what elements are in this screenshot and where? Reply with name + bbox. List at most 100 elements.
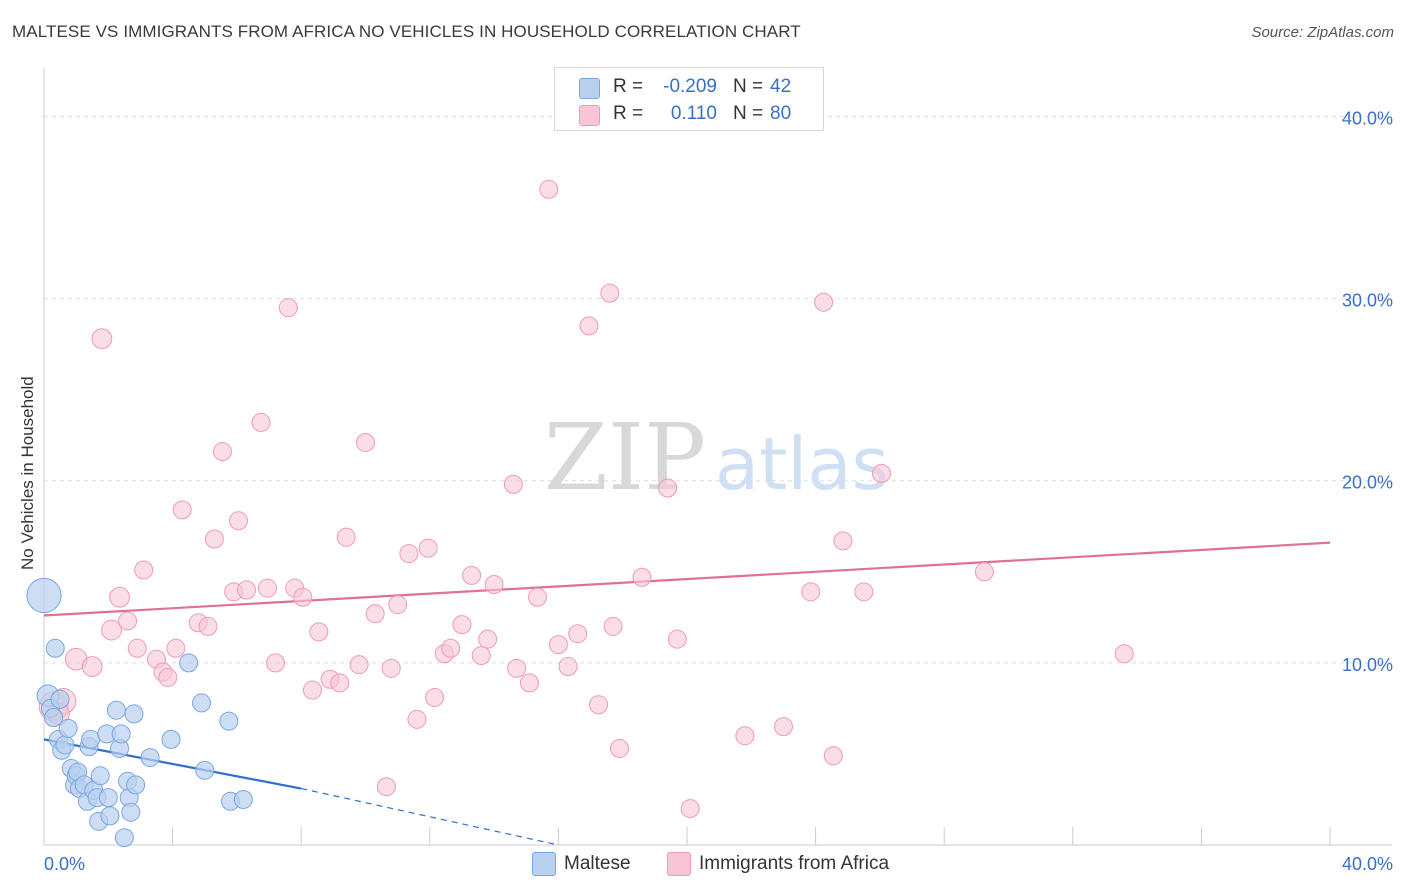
r-value: -0.209 — [663, 76, 717, 97]
africa-point — [503, 474, 523, 494]
maltese-point — [100, 806, 120, 826]
africa-point — [229, 511, 249, 531]
africa-point — [118, 611, 138, 631]
maltese-point — [50, 689, 70, 709]
africa-point — [134, 560, 154, 580]
africa-point — [388, 595, 408, 615]
r-value: 0.110 — [670, 103, 717, 124]
africa-point — [773, 717, 793, 737]
africa-point — [381, 658, 401, 678]
africa-point — [425, 687, 445, 707]
watermark-zip: ZIP — [544, 404, 706, 511]
africa-point — [309, 622, 329, 642]
n-value: 80 — [770, 103, 792, 124]
labels-layer: 10.0% 20.0% 30.0% 40.0% 0.0% 40.0% — [44, 108, 1393, 874]
africa-point — [539, 179, 559, 199]
maltese-point — [58, 718, 78, 738]
y-tick-label: 30.0% — [1342, 291, 1393, 311]
africa-swatch — [579, 105, 600, 126]
africa-point — [528, 587, 548, 607]
legend-row-maltese: R = -0.209 N = 42 — [555, 74, 823, 100]
africa-point — [974, 562, 994, 582]
maltese-point — [98, 788, 118, 808]
maltese-point — [195, 760, 215, 780]
africa-point — [507, 658, 527, 678]
y-axis-label: No Vehicles in Household — [18, 376, 37, 570]
africa-point — [166, 638, 186, 658]
maltese-swatch — [579, 78, 600, 99]
africa-point — [609, 738, 629, 758]
maltese-point — [111, 724, 131, 744]
maltese-point — [140, 748, 160, 768]
africa-point — [399, 544, 419, 564]
watermark-atlas: atlas — [715, 422, 889, 506]
africa-point — [658, 478, 678, 498]
africa-point — [257, 578, 277, 598]
watermark: ZIP atlas — [544, 404, 889, 511]
maltese-point — [81, 729, 101, 749]
maltese-point — [106, 700, 126, 720]
n-label: N = — [733, 76, 764, 97]
africa-point — [365, 604, 385, 624]
y-tick-label: 40.0% — [1342, 108, 1393, 128]
africa-point — [127, 638, 147, 658]
africa-point — [91, 328, 113, 350]
chart-title: MALTESE VS IMMIGRANTS FROM AFRICA NO VEH… — [12, 22, 801, 41]
africa-point — [204, 529, 224, 549]
africa-point — [801, 582, 821, 602]
africa-point — [600, 283, 620, 303]
africa-point — [589, 695, 609, 715]
africa-point — [471, 646, 491, 666]
africa-point — [356, 432, 375, 452]
maltese-point — [121, 802, 141, 822]
africa-point — [814, 292, 834, 312]
africa-point — [441, 638, 461, 658]
y-tick-label: 20.0% — [1342, 473, 1393, 493]
africa-point — [198, 616, 218, 636]
africa-point — [251, 412, 271, 432]
n-label: N = — [733, 103, 764, 124]
africa-point — [735, 726, 755, 746]
africa-point — [632, 567, 652, 587]
stats-legend: R = -0.209 N = 42 R = 0.110 N = 80 — [554, 67, 824, 131]
africa-trend-line — [43, 541, 1331, 617]
maltese-point — [219, 711, 239, 731]
maltese-point — [26, 577, 62, 614]
africa-point — [854, 582, 874, 602]
x-tick-label: 0.0% — [44, 854, 85, 874]
x-tick-label: 40.0% — [1342, 854, 1393, 874]
africa-point — [667, 629, 687, 649]
africa-point — [452, 615, 472, 635]
y-tick-label: 10.0% — [1342, 655, 1393, 675]
africa-point — [680, 799, 700, 819]
africa-point — [558, 657, 578, 676]
africa-point — [336, 527, 356, 547]
africa-point — [872, 463, 892, 483]
africa-point — [302, 680, 322, 700]
africa-point — [407, 709, 427, 729]
n-value: 42 — [770, 76, 792, 97]
legend-row-africa: R = 0.110 N = 80 — [555, 101, 823, 127]
maltese-point — [90, 766, 110, 786]
africa-point — [265, 653, 285, 673]
africa-point — [293, 587, 313, 607]
africa-point — [484, 575, 504, 595]
maltese-point — [45, 638, 65, 658]
africa-point — [172, 500, 192, 520]
maltese-legend-label: Maltese — [564, 853, 631, 874]
africa-point — [376, 777, 396, 797]
maltese-point — [179, 653, 199, 673]
points-layer — [26, 179, 1134, 848]
africa-point — [568, 624, 588, 644]
africa-legend-label: Immigrants from Africa — [699, 853, 890, 874]
africa-point — [81, 656, 103, 677]
africa-point — [349, 655, 369, 675]
maltese-point — [192, 693, 212, 713]
africa-point — [462, 565, 482, 585]
source-label: Source: ZipAtlas.com — [1251, 24, 1394, 41]
maltese-point — [233, 789, 253, 809]
r-label: R = — [613, 103, 644, 124]
africa-point — [1114, 644, 1134, 664]
africa-point — [603, 616, 623, 636]
